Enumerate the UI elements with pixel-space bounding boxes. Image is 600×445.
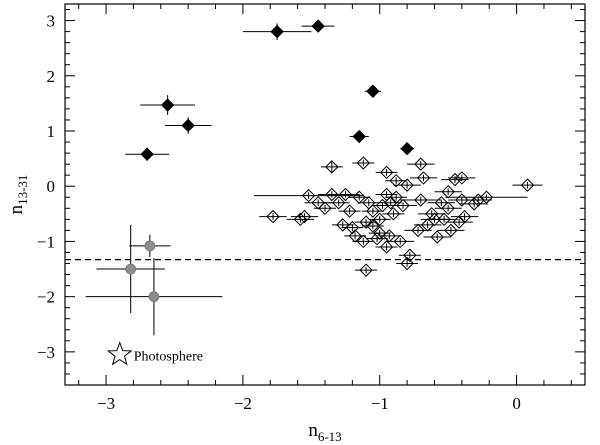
open-diamond-point bbox=[366, 219, 380, 233]
open-diamond-point bbox=[370, 231, 384, 246]
open-diamond-point bbox=[356, 234, 371, 249]
open-diamond-point bbox=[414, 193, 428, 207]
filled-diamond-point bbox=[311, 19, 325, 33]
open-diamond-point bbox=[293, 212, 308, 227]
open-diamond-point bbox=[311, 196, 325, 210]
x-tick-label: −1 bbox=[371, 394, 389, 413]
star-icon bbox=[106, 341, 133, 366]
open-diamond-point bbox=[325, 160, 339, 174]
y-axis-label-sub: 13-31 bbox=[15, 175, 30, 205]
open-diamond-point bbox=[420, 218, 435, 232]
gray-circle-point bbox=[144, 240, 156, 252]
open-diamond-point bbox=[452, 215, 466, 229]
y-axis-label-base: n bbox=[6, 204, 27, 214]
open-diamond-point bbox=[437, 212, 451, 227]
y-tick-label: 1 bbox=[47, 122, 56, 141]
open-diamond-point bbox=[414, 157, 428, 171]
open-diamond-point bbox=[479, 190, 494, 204]
open-diamond-point bbox=[430, 230, 444, 244]
open-diamond-point bbox=[379, 240, 394, 254]
data-markers bbox=[125, 19, 535, 303]
open-diamond-point bbox=[427, 212, 442, 227]
filled-diamond-point bbox=[160, 98, 175, 112]
filled-diamond-point bbox=[140, 147, 154, 161]
open-diamond-point bbox=[386, 207, 401, 221]
open-diamond-point bbox=[434, 196, 449, 210]
y-axis-label: n13-31 bbox=[6, 175, 30, 215]
open-diamond-point bbox=[389, 173, 403, 188]
open-diamond-point bbox=[373, 226, 387, 240]
open-diamond-point bbox=[520, 178, 535, 192]
filled-diamond-point bbox=[181, 118, 195, 133]
open-diamond-point bbox=[379, 187, 394, 202]
open-diamond-point bbox=[457, 209, 472, 224]
gray-circle-point bbox=[125, 263, 137, 275]
filled-diamond-point bbox=[366, 84, 380, 98]
tick-labels: −3 −2 −1 0 −3 −2 −1 0 1 2 3 bbox=[37, 12, 521, 413]
open-diamond-point bbox=[416, 171, 431, 185]
y-tick-label: −1 bbox=[37, 232, 55, 251]
open-diamond-point bbox=[448, 172, 462, 187]
open-diamond-point bbox=[359, 263, 373, 277]
open-diamond-point bbox=[411, 223, 425, 238]
y-tick-label: 2 bbox=[47, 67, 56, 86]
open-diamond-point bbox=[348, 229, 362, 243]
error-bars bbox=[85, 23, 543, 336]
open-diamond-point bbox=[373, 212, 387, 227]
open-diamond-point bbox=[331, 196, 346, 210]
gray-circle-point bbox=[148, 291, 160, 303]
open-diamond-point bbox=[325, 187, 339, 202]
open-diamond-point bbox=[467, 197, 481, 211]
photosphere-annotation: Photosphere bbox=[106, 341, 203, 366]
y-tick-label: −3 bbox=[37, 343, 55, 362]
filled-diamond-point bbox=[400, 141, 414, 156]
open-diamond-point bbox=[342, 204, 357, 218]
filled-diamond-point bbox=[270, 24, 284, 39]
photosphere-label: Photosphere bbox=[134, 350, 203, 365]
x-tick-label: 0 bbox=[512, 394, 521, 413]
open-diamond-point bbox=[336, 218, 350, 232]
open-diamond-point bbox=[338, 187, 353, 202]
x-tick-label: −3 bbox=[97, 394, 115, 413]
open-diamond-point bbox=[356, 156, 371, 170]
x-tick-label: −2 bbox=[234, 394, 252, 413]
open-diamond-point bbox=[444, 223, 458, 238]
open-diamond-point bbox=[403, 248, 417, 262]
y-tick-label: −2 bbox=[37, 288, 55, 307]
open-diamond-point bbox=[266, 209, 280, 224]
open-diamond-point bbox=[393, 234, 407, 249]
open-diamond-point bbox=[352, 190, 366, 204]
open-diamond-point bbox=[297, 209, 312, 224]
y-tick-label: 3 bbox=[47, 12, 56, 31]
open-diamond-point bbox=[379, 165, 394, 180]
x-axis-label-sub: 6-13 bbox=[318, 429, 342, 444]
open-diamond-point bbox=[375, 198, 390, 213]
open-diamond-point bbox=[359, 215, 373, 229]
open-diamond-point bbox=[441, 185, 455, 199]
open-diamond-point bbox=[396, 198, 410, 213]
open-diamond-point bbox=[362, 196, 376, 210]
open-diamond-point bbox=[400, 256, 414, 271]
x-axis-label-base: n bbox=[308, 420, 318, 441]
open-diamond-point bbox=[425, 207, 439, 221]
open-diamond-point bbox=[301, 188, 316, 203]
y-tick-label: 0 bbox=[47, 177, 56, 196]
filled-diamond-point bbox=[352, 129, 366, 144]
axis-ticks bbox=[65, 4, 585, 385]
x-axis-label: n6-13 bbox=[308, 420, 341, 444]
open-diamond-point bbox=[455, 193, 469, 207]
open-diamond-point bbox=[400, 178, 414, 192]
